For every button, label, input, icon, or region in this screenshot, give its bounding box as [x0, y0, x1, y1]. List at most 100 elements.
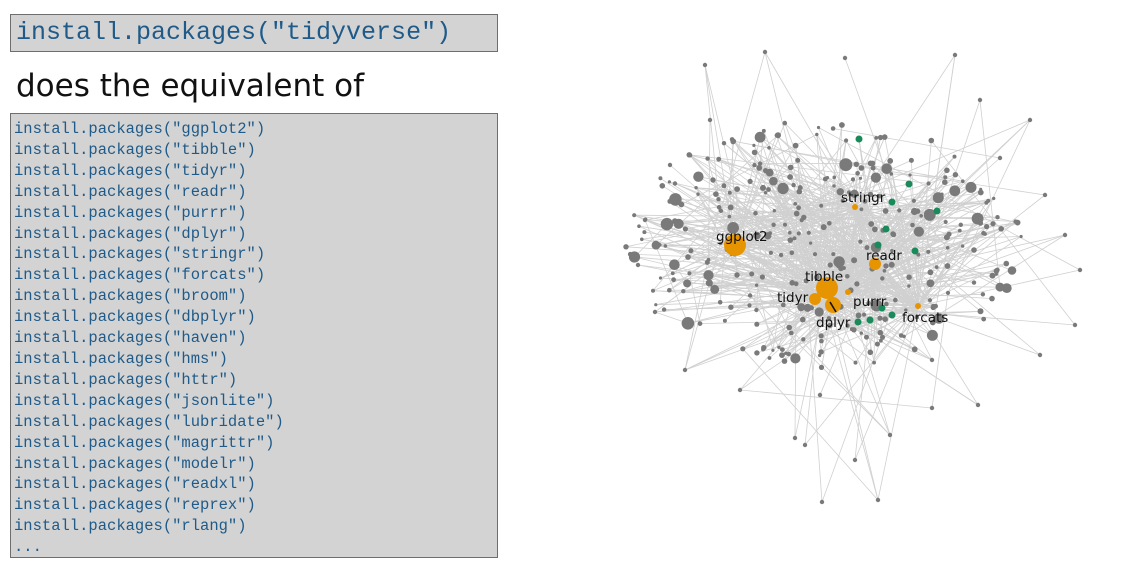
network-edge	[734, 145, 796, 246]
network-node	[841, 266, 846, 270]
network-edge	[854, 206, 933, 361]
network-node	[1019, 234, 1023, 239]
network-node	[799, 218, 804, 223]
network-node	[751, 149, 758, 156]
network-edge	[675, 199, 811, 244]
network-edge	[774, 195, 880, 212]
network-node	[997, 155, 1003, 161]
network-node	[658, 243, 662, 247]
network-node	[981, 316, 987, 322]
network-edge	[782, 305, 919, 350]
network-node	[718, 241, 723, 246]
network-node	[836, 188, 844, 196]
network-node	[933, 207, 941, 215]
network-edge	[854, 305, 919, 461]
network-node	[952, 52, 958, 58]
network-node	[836, 262, 842, 269]
network-edge	[684, 207, 720, 371]
network-node	[721, 183, 727, 189]
network-node	[752, 162, 757, 168]
network-node	[933, 313, 945, 324]
network-edge	[734, 244, 1041, 356]
network-node	[652, 309, 658, 315]
network-edge	[838, 261, 919, 307]
network-edge	[816, 134, 828, 289]
network-edge	[854, 206, 881, 319]
network-edge	[654, 287, 828, 313]
network-node	[889, 172, 894, 176]
network-node	[851, 327, 857, 333]
network-node	[934, 265, 939, 269]
network-node	[984, 224, 990, 230]
network-node	[716, 156, 722, 162]
network-edge	[826, 287, 879, 501]
network-node	[826, 316, 832, 321]
network-node	[659, 183, 666, 189]
network-node	[754, 321, 760, 327]
package-line-reprex: install.packages("reprex")	[14, 496, 256, 515]
network-edge	[724, 206, 856, 322]
network-node	[702, 62, 708, 68]
network-edge	[917, 221, 1016, 307]
package-line-haven: install.packages("haven")	[14, 329, 247, 348]
network-node	[667, 287, 672, 293]
package-line-readr: install.packages("readr")	[14, 182, 247, 201]
network-node	[727, 222, 739, 234]
network-node	[952, 172, 959, 178]
network-edge	[767, 206, 856, 237]
network-node	[874, 136, 879, 140]
network-node	[851, 257, 858, 264]
network-node	[832, 184, 836, 188]
network-node	[1013, 219, 1018, 224]
network-node	[881, 163, 892, 174]
network-edge	[718, 206, 876, 265]
network-edge	[854, 174, 956, 208]
network-node	[687, 271, 692, 276]
network-edge	[820, 265, 887, 353]
network-node	[994, 267, 1000, 273]
network-node	[878, 304, 886, 312]
network-node	[975, 402, 981, 408]
network-node	[862, 312, 867, 317]
network-node	[681, 289, 686, 294]
network-node	[1042, 192, 1048, 198]
network-node	[868, 221, 875, 227]
label-stringr: stringr	[841, 190, 886, 206]
network-node	[839, 122, 845, 128]
network-edge	[723, 185, 771, 234]
network-node	[897, 208, 902, 213]
node-tibble	[816, 277, 838, 299]
network-edge	[708, 274, 896, 301]
network-node	[756, 165, 763, 171]
network-node	[747, 178, 753, 184]
network-node	[853, 161, 859, 167]
network-node	[819, 338, 824, 344]
network-node	[775, 132, 781, 139]
network-node	[667, 180, 671, 184]
network-node	[929, 357, 935, 363]
network-node	[819, 203, 824, 208]
network-node	[802, 442, 808, 448]
network-edge	[644, 219, 721, 244]
network-node	[663, 244, 668, 248]
network-node	[678, 201, 685, 208]
network-node	[635, 262, 641, 268]
network-node	[789, 280, 795, 286]
network-node	[661, 307, 667, 312]
network-node	[672, 181, 678, 186]
network-edge	[734, 137, 761, 246]
network-edge	[684, 216, 998, 371]
network-node	[812, 252, 818, 257]
network-node	[818, 349, 824, 355]
node-layer	[623, 49, 1083, 505]
network-edge	[886, 168, 919, 307]
network-edge	[804, 305, 919, 446]
network-node	[753, 231, 761, 240]
network-node	[817, 353, 822, 358]
network-node	[790, 353, 801, 364]
network-node	[1077, 267, 1083, 273]
network-node	[977, 97, 983, 103]
network-node	[945, 246, 950, 250]
network-node	[747, 303, 752, 308]
network-node	[832, 175, 837, 180]
